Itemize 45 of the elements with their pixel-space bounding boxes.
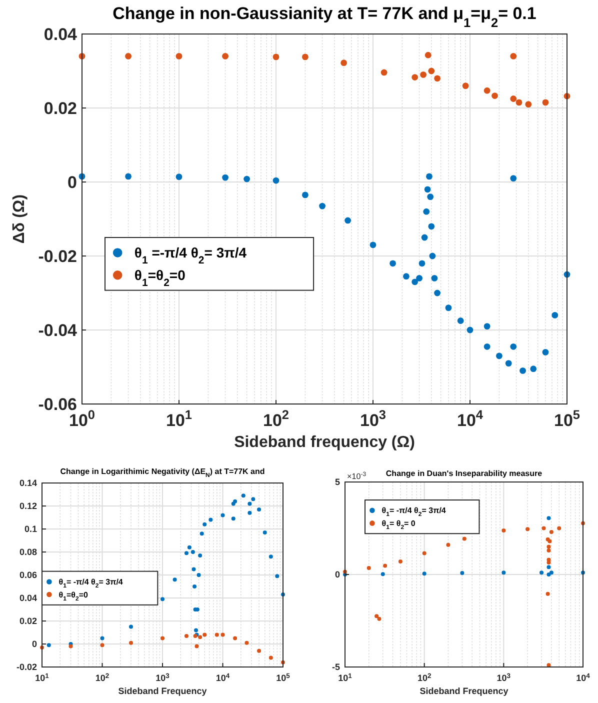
y-tick-label: 0.1 [24,524,37,534]
y-axis-title: Δδ (Ω) [11,194,28,244]
x-tick-label: 10$^{2}$ [95,672,110,683]
x-axis-title: Sideband frequency (Ω) [234,434,415,451]
x-tick-label: 10$^{3}$ [496,672,511,683]
y-tick-label: 0.02 [44,98,77,118]
y-tick-label: -0.04 [38,320,78,340]
x-tick-label: 10$^{5}$ [276,672,290,683]
x-tick-label: 10$^{2}$ [262,406,290,430]
y-tick-label: 0 [68,172,77,192]
text: ×10$^{-3}$ [347,471,367,481]
x-tick-label: 10$^{1}$ [35,672,50,683]
y-tick-label: -0.02 [38,246,77,266]
x-axis-title: Sideband Frequency [118,686,207,696]
legend-label: θ$_{1}$=θ$_{2}$=0 [134,267,186,289]
y-tick-label: 0.12 [19,501,37,512]
y-tick-label: -0.02 [16,662,37,672]
x-tick-label: 10$^{1}$ [338,672,352,683]
legend-label: θ$_{1}$=θ$_{2}$=0 [58,590,88,602]
x-axis-title: Sideband Frequency [420,686,508,696]
y-tick-label: 0.04 [19,593,37,604]
legend-label: θ$_{1}$= -π/4 θ$_{2}$= 3π/4 [382,506,446,518]
y-tick-label: 0 [334,570,340,580]
x-tick-label: 10$^{5}$ [554,406,580,430]
x-tick-label: 10$^{2}$ [417,672,432,683]
x-tick-label: 10$^{3}$ [360,406,386,430]
legend-label: θ$_{1}$= -π/4 θ$_{2}$= 3π/4 [58,578,124,590]
legend-label: θ$_{1}$ =-π/4 θ$_{2}$= 3π/4 [134,244,247,267]
x-tick-label: 10$^{4}$ [216,672,230,683]
x-tick-label: 10$^{4}$ [576,672,590,683]
legend-label: θ$_{1}$= θ$_{2}$= 0 [382,519,416,531]
chart-title: Change in Logarithimic Negativity (ΔE$_{N}$) at T=77K and [60,467,265,479]
chart-title: Change in Duan's Inseparability measure [386,469,543,478]
x-tick-label: 10$^{4}$ [456,406,484,430]
y-tick-label: -5 [332,662,340,672]
x-tick-label: 10$^{3}$ [156,672,170,683]
y-tick-label: 0.14 [19,478,37,488]
y-tick-label: 0 [32,639,37,650]
x-tick-label: 10$^{1}$ [166,406,192,430]
chart-title: Change in non-Gaussianity at T= 77K and μ$_{1}$=μ$_{2}$= 0.1 [112,4,536,30]
y-tick-label: 0.08 [19,547,37,558]
y-tick-label: 0.04 [44,24,78,44]
y-tick-label: 5 [334,477,340,488]
y-tick-label: 0.06 [19,570,37,580]
y-tick-label: 0.02 [19,616,37,626]
